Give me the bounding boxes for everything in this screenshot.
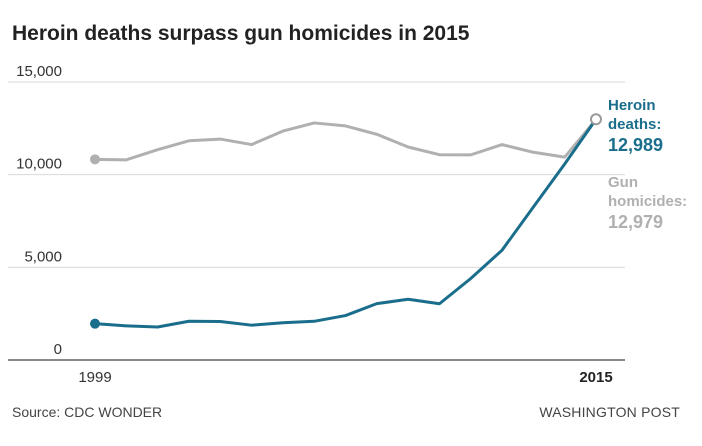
series-line-gun [93, 117, 598, 162]
data-point-start-heroin [90, 318, 100, 329]
y-tick-label: 10,000 [16, 156, 62, 173]
y-tick-label: 15,000 [16, 63, 62, 80]
y-tick-label: 0 [54, 341, 62, 358]
series-line-heroin [93, 117, 598, 329]
chart-title: Heroin deaths surpass gun homicides in 2… [12, 22, 470, 45]
series-value-label-heroin: 12,989 [608, 135, 663, 155]
series-value-label-gun: 12,979 [608, 212, 663, 232]
x-tick-label-end: 2015 [579, 369, 612, 386]
source-note: Source: CDC WONDER [12, 404, 163, 420]
data-point-end [590, 113, 602, 126]
y-tick-label: 5,000 [24, 248, 62, 265]
x-tick-label-start: 1999 [78, 369, 111, 386]
series-label-heroin: deaths: [608, 116, 661, 133]
series-label-heroin: Heroin [608, 97, 656, 114]
series-label-gun: Gun [608, 174, 638, 191]
publisher-credit: WASHINGTON POST [539, 404, 680, 420]
series-label-gun: homicides: [608, 193, 687, 210]
data-point-start-gun [90, 154, 100, 165]
